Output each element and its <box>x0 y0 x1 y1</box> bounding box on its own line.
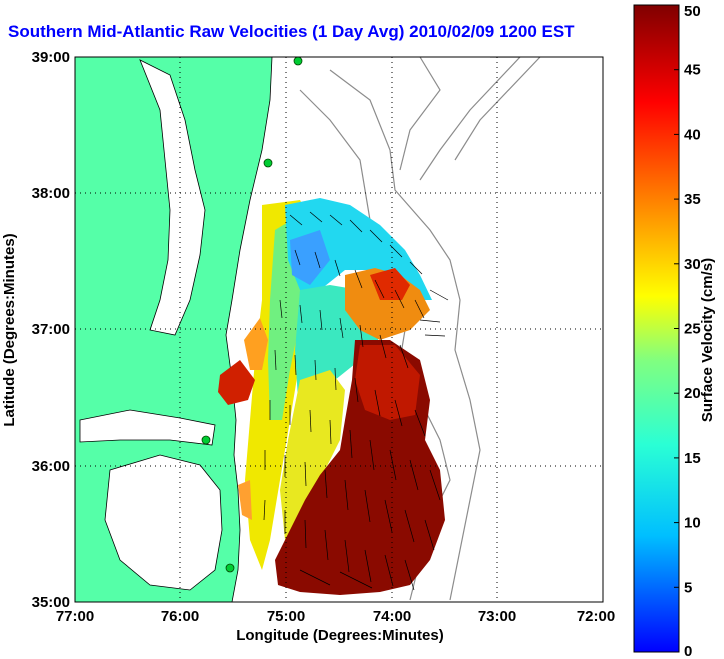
colorbar-label: Surface Velocity (cm/s) <box>699 258 716 422</box>
x-tick-label: 74:00 <box>373 608 411 625</box>
hf-radar-stations <box>201 57 303 573</box>
y-tick-label: 39:00 <box>32 49 70 66</box>
colorbar-tick-label: 30 <box>684 256 701 273</box>
colorbar-tick-label: 40 <box>684 126 701 143</box>
albemarle-sound <box>79 409 216 446</box>
colorbar-tick-label: 15 <box>684 450 701 467</box>
station-marker <box>201 435 211 445</box>
region-orange-coast <box>238 480 252 520</box>
x-tick-label: 72:00 <box>577 608 615 625</box>
station-marker <box>225 563 235 573</box>
region-red-west <box>218 360 255 405</box>
colorbar <box>633 4 680 653</box>
x-tick-label: 77:00 <box>56 608 94 625</box>
station-marker <box>263 158 273 168</box>
map-title: Southern Mid-Atlantic Raw Velocities (1 … <box>8 22 575 41</box>
region-red <box>370 268 410 300</box>
colorbar-ticks: 0 5 10 15 20 25 30 35 40 45 50 <box>674 3 701 659</box>
region-yellow-mid <box>280 370 345 540</box>
region-orange-west <box>244 318 268 370</box>
station-marker <box>293 57 303 66</box>
colorbar-tick-label: 45 <box>684 62 701 79</box>
x-tick-label: 73:00 <box>478 608 516 625</box>
pamlico-sound <box>104 454 223 591</box>
y-axis-ticks: 39:00 38:00 37:00 36:00 35:00 <box>32 49 70 611</box>
colorbar-tick-label: 0 <box>684 643 692 659</box>
colorbar-tick-label: 25 <box>684 321 701 338</box>
y-tick-label: 38:00 <box>32 185 70 202</box>
colorbar-tick-label: 50 <box>684 3 701 20</box>
region-red-south <box>355 345 420 420</box>
x-tick-label: 76:00 <box>161 608 199 625</box>
velocity-field <box>218 198 445 595</box>
colorbar-tick-label: 5 <box>684 579 692 596</box>
y-tick-label: 35:00 <box>32 594 70 611</box>
x-tick-label: 75:00 <box>267 608 305 625</box>
grid-lines <box>75 57 603 602</box>
colorbar-tick-label: 10 <box>684 515 701 532</box>
x-axis-label: Longitude (Degrees:Minutes) <box>236 627 444 644</box>
colorbar-tick-label: 35 <box>684 191 701 208</box>
region-blue <box>290 230 330 285</box>
colorbar-tick-label: 20 <box>684 385 701 402</box>
y-tick-label: 37:00 <box>32 321 70 338</box>
x-axis-ticks: 77:00 76:00 75:00 74:00 73:00 72:00 <box>56 608 615 625</box>
chesapeake-bay <box>139 59 206 336</box>
y-tick-label: 36:00 <box>32 458 70 475</box>
y-axis-label: Latitude (Degrees:Minutes) <box>1 233 18 426</box>
